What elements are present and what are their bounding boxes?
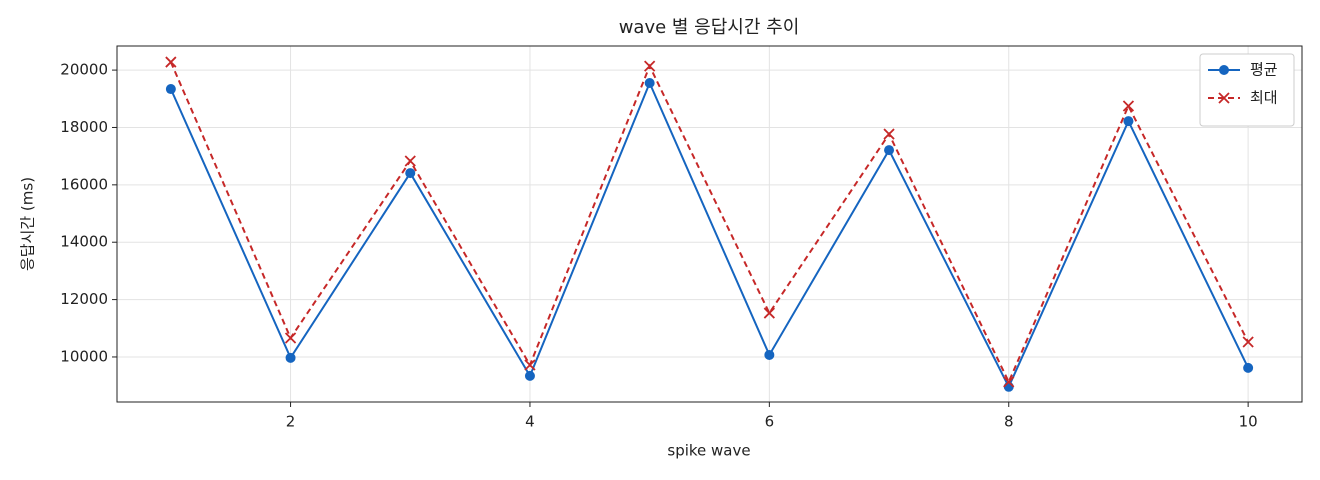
marker xyxy=(1218,92,1230,104)
marker xyxy=(1003,381,1014,392)
series-line xyxy=(169,61,1250,385)
plot xyxy=(165,56,1254,392)
grid xyxy=(117,46,1302,402)
y-tick-label: 16000 xyxy=(60,175,108,193)
marker xyxy=(1122,100,1135,112)
marker xyxy=(1242,336,1254,348)
marker xyxy=(1243,362,1254,373)
marker xyxy=(524,359,536,371)
marker xyxy=(285,352,296,363)
y-tick-label: 14000 xyxy=(60,233,108,251)
marker xyxy=(524,370,535,381)
marker xyxy=(644,78,655,89)
plot-frame xyxy=(116,45,1303,403)
marker xyxy=(1219,65,1229,75)
x-tick-label: 10 xyxy=(1239,413,1258,431)
y-tick-label: 18000 xyxy=(60,118,108,136)
marker xyxy=(883,128,895,140)
y-tick-label: 20000 xyxy=(60,61,108,79)
marker xyxy=(764,349,775,360)
chart-title: wave 별 응답시간 추이 xyxy=(619,17,800,38)
marker xyxy=(284,332,297,344)
legend-box xyxy=(1199,53,1295,127)
y-tick-label: 10000 xyxy=(60,347,108,365)
marker xyxy=(884,145,895,156)
x-tick-label: 6 xyxy=(765,413,775,431)
marker xyxy=(763,307,775,319)
marker xyxy=(404,155,416,167)
legend-label: 최대 xyxy=(1250,89,1278,107)
marker xyxy=(165,84,176,95)
marker xyxy=(644,60,656,72)
y-tick-label: 12000 xyxy=(60,290,108,308)
x-tick-label: 2 xyxy=(286,413,296,431)
marker xyxy=(1003,376,1015,388)
x-tick-label: 8 xyxy=(1004,413,1014,431)
marker xyxy=(165,56,177,68)
y-axis-label: 응답시간 (ms) xyxy=(19,177,37,271)
legend-label: 평균 xyxy=(1250,61,1278,79)
x-tick-label: 4 xyxy=(525,413,535,431)
marker xyxy=(1123,116,1134,127)
x-axis-label: spike wave xyxy=(667,442,750,460)
series-line xyxy=(169,80,1250,390)
marker xyxy=(405,168,416,179)
